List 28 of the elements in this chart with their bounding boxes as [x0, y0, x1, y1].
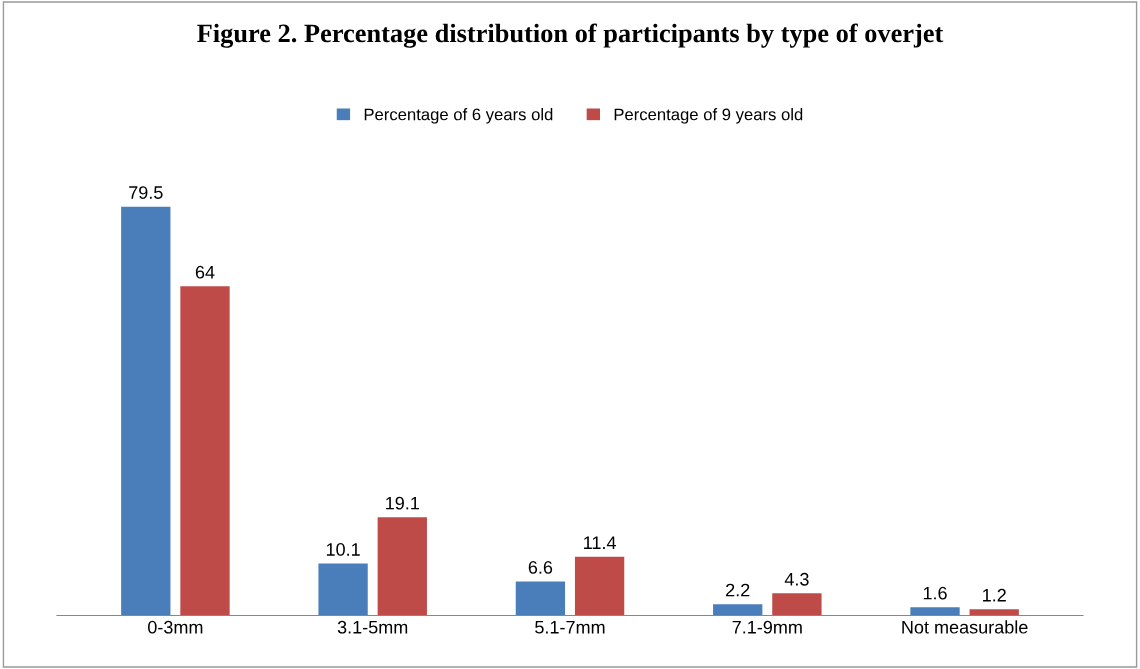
bar: [772, 593, 822, 616]
bar: [574, 556, 625, 616]
bar: [969, 609, 1019, 616]
data-label: 64: [195, 265, 215, 279]
data-label: 1.6: [923, 586, 947, 600]
x-tick-label: 3.1-5mm: [337, 620, 408, 634]
bar: [318, 563, 368, 616]
x-tick-label: 7.1-9mm: [732, 620, 802, 634]
x-tick-label: 0-3mm: [148, 620, 203, 634]
bar: [713, 604, 763, 616]
data-label: 19.1: [386, 496, 419, 510]
data-label: 2.2: [726, 583, 750, 597]
x-tick-label: 5.1-7mm: [535, 621, 605, 634]
data-label: 10.1: [326, 543, 360, 556]
x-tick-label: Not measurable: [902, 620, 1028, 634]
data-label: 11.4: [584, 536, 616, 549]
data-label: 79.5: [129, 186, 163, 199]
bar: [180, 286, 230, 616]
bar: [515, 581, 566, 616]
bar: [121, 206, 171, 616]
data-label: 1.2: [983, 588, 1006, 602]
legend-label: Percentage of 9 years old: [614, 108, 803, 124]
chart-title: Figure 2. Percentage distribution of participants by type of overjet: [197, 23, 944, 48]
data-label: 6.6: [528, 561, 553, 574]
legend-label: Percentage of 6 years old: [364, 108, 553, 124]
data-label: 4.3: [784, 572, 809, 586]
bar: [377, 517, 427, 616]
bar: [910, 607, 960, 616]
